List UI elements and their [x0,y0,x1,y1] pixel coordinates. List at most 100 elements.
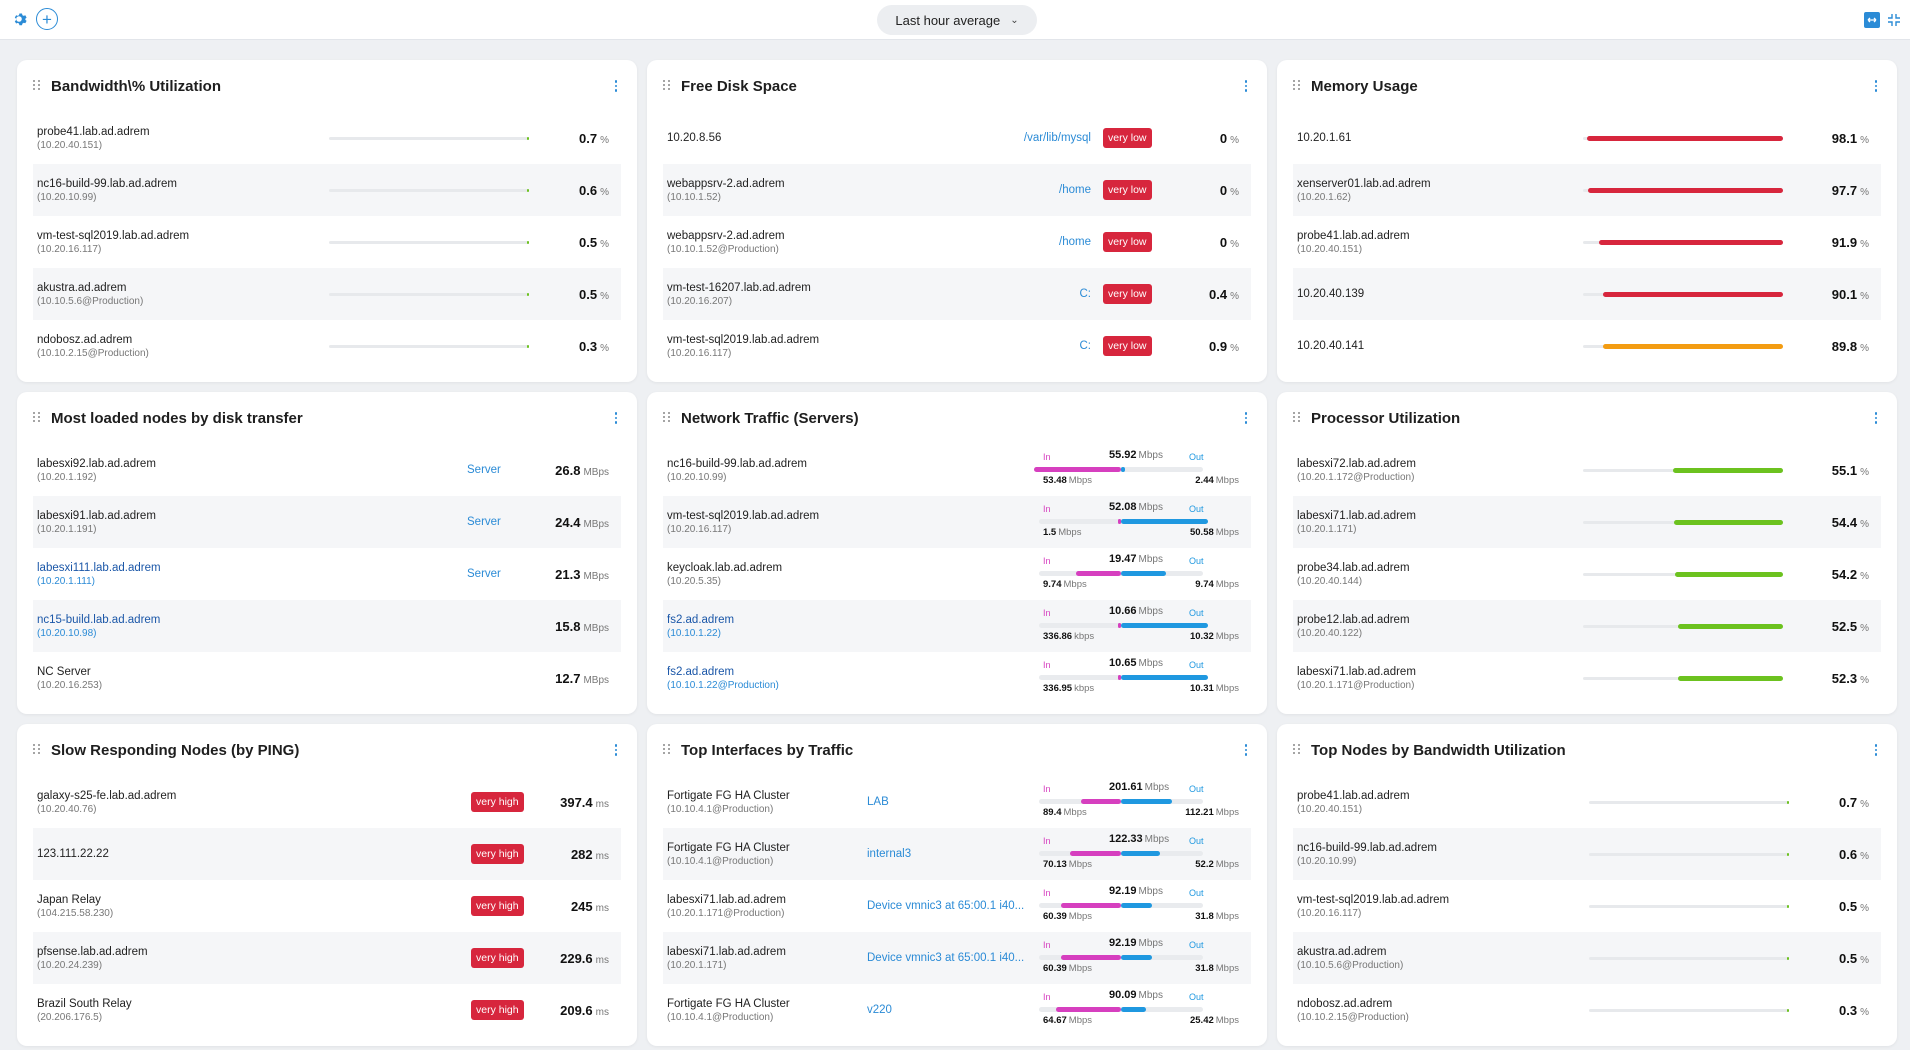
table-row[interactable]: Fortigate FG HA Cluster (10.10.4.1@Produc… [663,776,1251,828]
more-vertical-icon[interactable] [611,76,621,96]
table-row[interactable]: labesxi71.lab.ad.adrem (10.20.1.171) 54.4% [1293,496,1881,548]
drag-handle-icon[interactable] [33,744,41,756]
table-row[interactable]: ndobosz.ad.adrem (10.10.2.15@Production) 0… [1293,984,1881,1036]
more-vertical-icon[interactable] [1871,76,1881,96]
drag-handle-icon[interactable] [33,80,41,92]
table-row[interactable]: 10.20.1.61 98.1% [1293,112,1881,164]
node-type-link[interactable]: Server [467,464,501,476]
table-row[interactable]: probe34.lab.ad.adrem (10.20.40.144) 54.2% [1293,548,1881,600]
more-vertical-icon[interactable] [1241,76,1251,96]
table-row[interactable]: fs2.ad.adrem (10.10.1.22) In Out 10.66 Mbps 33… [663,600,1251,652]
progress-fill [1678,675,1783,681]
node-address: (10.20.40.76) [37,803,97,815]
mount-path-link[interactable]: /var/lib/mysql [1023,132,1091,144]
more-vertical-icon[interactable] [1241,740,1251,760]
table-row[interactable]: nc16-build-99.lab.ad.adrem (10.20.10.99) 0… [33,164,621,216]
interface-link[interactable]: v220 [867,1004,892,1016]
table-row[interactable]: labesxi71.lab.ad.adrem (10.20.1.171@Produ… [663,880,1251,932]
table-row[interactable]: 123.111.22.22 very high 282 ms [33,828,621,880]
table-row[interactable]: nc15-build.lab.ad.adrem (10.20.10.98) 15.8… [33,600,621,652]
traffic-in-number: 89.4 [1043,807,1062,818]
drag-handle-icon[interactable] [663,412,671,424]
more-vertical-icon[interactable] [1871,740,1881,760]
table-row[interactable]: Japan Relay (104.215.58.230) very high 245 m… [33,880,621,932]
node-name[interactable]: nc15-build.lab.ad.adrem [37,613,161,626]
table-row[interactable]: akustra.ad.adrem (10.10.5.6@Production) 0.… [1293,932,1881,984]
table-row[interactable]: vm-test-sql2019.lab.ad.adrem (10.20.16.11… [33,216,621,268]
progress-fill [1678,623,1783,629]
table-row[interactable]: ndobosz.ad.adrem (10.10.2.15@Production) 0… [33,320,621,372]
node-name[interactable]: fs2.ad.adrem [667,665,735,678]
gear-icon[interactable] [8,8,30,30]
mount-path-link[interactable]: /home [1059,236,1091,248]
traffic-out-bar [1121,903,1152,908]
table-row[interactable]: labesxi71.lab.ad.adrem (10.20.1.171@Produ… [1293,652,1881,704]
node-name[interactable]: fs2.ad.adrem [667,613,735,626]
table-row[interactable]: 10.20.40.141 89.8% [1293,320,1881,372]
interface-link[interactable]: internal3 [867,848,912,860]
traffic-total-unit: Mbps [1138,450,1163,461]
table-row[interactable]: webappsrv-2.ad.adrem (10.10.1.52@Producti… [663,216,1251,268]
table-row[interactable]: vm-test-16207.lab.ad.adrem (10.20.16.207)… [663,268,1251,320]
table-row[interactable]: labesxi91.lab.ad.adrem (10.20.1.191) Serve… [33,496,621,548]
more-vertical-icon[interactable] [1241,408,1251,428]
expand-icon[interactable] [1864,12,1880,28]
time-range-select[interactable]: Last hour average ⌄ [877,5,1037,35]
table-row[interactable]: labesxi72.lab.ad.adrem (10.20.1.172@Produ… [1293,444,1881,496]
table-row[interactable]: fs2.ad.adrem (10.10.1.22@Production) In Out… [663,652,1251,704]
table-row[interactable]: vm-test-sql2019.lab.ad.adrem (10.20.16.11… [1293,880,1881,932]
table-row[interactable]: keycloak.lab.ad.adrem (10.20.5.35) In Out 19… [663,548,1251,600]
drag-handle-icon[interactable] [1293,412,1301,424]
mount-path-link[interactable]: /home [1059,184,1091,196]
table-row[interactable]: NC Server (10.20.16.253) 12.7 MBps [33,652,621,704]
table-row[interactable]: 10.20.8.56/var/lib/mysql very low 0% [663,112,1251,164]
drag-handle-icon[interactable] [663,80,671,92]
node-type-link[interactable]: Server [467,568,501,580]
interface-link[interactable]: Device vmnic3 at 65:00.1 i40... [867,900,1025,912]
interface-link[interactable]: LAB [867,796,889,808]
node-name[interactable]: labesxi111.lab.ad.adrem [37,561,161,574]
drag-handle-icon[interactable] [1293,80,1301,92]
traffic-in-value: 1.5 Mbps [1043,527,1081,538]
table-row[interactable]: pfsense.lab.ad.adrem (10.20.24.239) very h… [33,932,621,984]
more-vertical-icon[interactable] [1871,408,1881,428]
table-row[interactable]: xenserver01.lab.ad.adrem (10.20.1.62) 97.7… [1293,164,1881,216]
interface-link[interactable]: Device vmnic3 at 65:00.1 i40... [867,952,1025,964]
table-row[interactable]: vm-test-sql2019.lab.ad.adrem (10.20.16.11… [663,320,1251,372]
node-address: (10.20.1.171@Production) [1297,679,1415,691]
value-number: 90.1 [1831,286,1858,302]
drag-handle-icon[interactable] [663,744,671,756]
table-row[interactable]: galaxy-s25-fe.lab.ad.adrem (10.20.40.76) v… [33,776,621,828]
more-vertical-icon[interactable] [611,408,621,428]
table-row[interactable]: nc16-build-99.lab.ad.adrem (10.20.10.99) I… [663,444,1251,496]
collapse-icon[interactable] [1886,12,1902,28]
table-row[interactable]: 10.20.40.139 90.1% [1293,268,1881,320]
traffic-in-label: In [1043,992,1051,1002]
table-row[interactable]: probe41.lab.ad.adrem (10.20.40.151) 91.9% [1293,216,1881,268]
table-row[interactable]: probe41.lab.ad.adrem (10.20.40.151) 0.7% [1293,776,1881,828]
table-row[interactable]: probe12.lab.ad.adrem (10.20.40.122) 52.5% [1293,600,1881,652]
widget-rows: Fortigate FG HA Cluster (10.10.4.1@Produc… [663,776,1251,1036]
more-vertical-icon[interactable] [611,740,621,760]
table-row[interactable]: webappsrv-2.ad.adrem (10.10.1.52) /home ver… [663,164,1251,216]
table-row[interactable]: labesxi71.lab.ad.adrem (10.20.1.171) Devic… [663,932,1251,984]
table-row[interactable]: Brazil South Relay (20.206.176.5) very hig… [33,984,621,1036]
drag-handle-icon[interactable] [33,412,41,424]
traffic-in-bar [1034,467,1121,472]
table-row[interactable]: labesxi92.lab.ad.adrem (10.20.1.192) Serve… [33,444,621,496]
traffic-bar [1039,623,1209,628]
table-row[interactable]: Fortigate FG HA Cluster (10.10.4.1@Produc… [663,828,1251,880]
table-row[interactable]: labesxi111.lab.ad.adrem (10.20.1.111) Serv… [33,548,621,600]
value-unit: MBps [583,570,609,582]
table-row[interactable]: nc16-build-99.lab.ad.adrem (10.20.10.99) 0… [1293,828,1881,880]
table-row[interactable]: probe41.lab.ad.adrem (10.20.40.151) 0.7% [33,112,621,164]
table-row[interactable]: Fortigate FG HA Cluster (10.10.4.1@Produc… [663,984,1251,1036]
node-type-link[interactable]: Server [467,516,501,528]
add-widget-button[interactable]: + [36,8,58,30]
mount-path-link[interactable]: C: [1079,288,1092,300]
mount-path-link[interactable]: C: [1079,340,1092,352]
node-address: (10.20.5.35) [667,575,721,587]
drag-handle-icon[interactable] [1293,744,1301,756]
table-row[interactable]: akustra.ad.adrem (10.10.5.6@Production) 0.… [33,268,621,320]
table-row[interactable]: vm-test-sql2019.lab.ad.adrem (10.20.16.11… [663,496,1251,548]
